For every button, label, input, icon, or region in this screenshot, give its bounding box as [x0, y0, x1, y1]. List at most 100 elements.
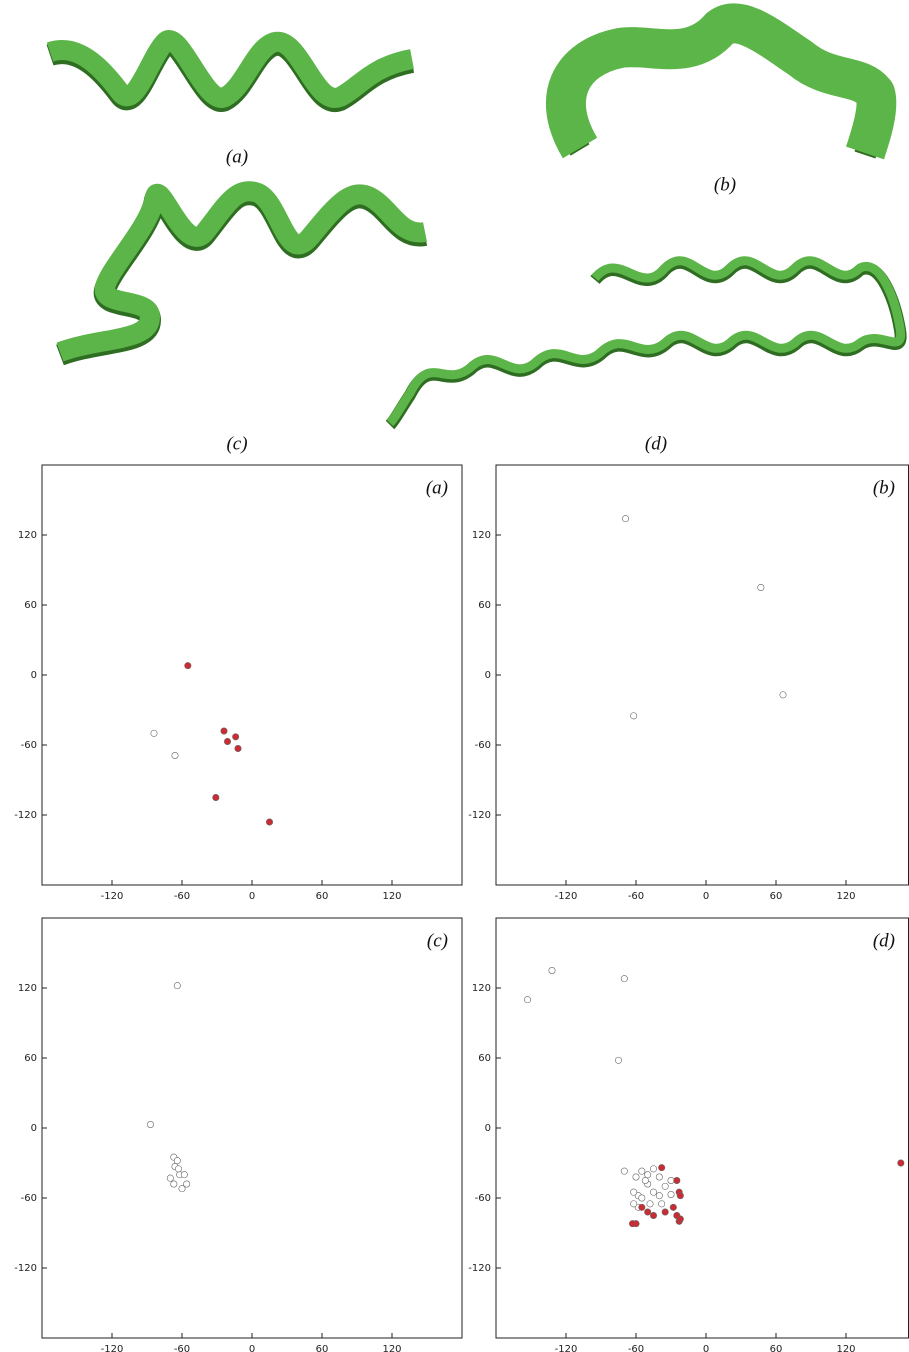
x-tick-label: 120 [836, 891, 855, 902]
point [523, 996, 531, 1004]
point [621, 515, 629, 523]
y-tick-label: 60 [478, 600, 491, 611]
point [147, 1121, 155, 1129]
ramachandran-plot: -120 -60 0 60 120 -120 -60 0 60 120 (c) [12, 917, 463, 1352]
y-tick-label: 0 [31, 1123, 37, 1134]
point [649, 1212, 657, 1220]
helix-b [545, 3, 897, 160]
point [649, 1165, 657, 1173]
x-tick-label: 0 [249, 1344, 255, 1352]
density-background [12, 465, 462, 899]
x-tick-label: 0 [703, 1344, 709, 1352]
structure-label: (b) [714, 174, 736, 195]
point [630, 1188, 638, 1196]
point [638, 1167, 646, 1175]
point [649, 1188, 657, 1196]
y-tick-label: 60 [478, 1053, 491, 1064]
x-tick-label: 120 [836, 1344, 855, 1352]
point [655, 1192, 663, 1200]
point [630, 1200, 638, 1208]
point [667, 1191, 675, 1199]
point [638, 1203, 646, 1211]
x-tick-label: 60 [770, 1344, 783, 1352]
helix-c [56, 181, 428, 366]
y-tick-label: 120 [18, 530, 37, 541]
point [548, 966, 556, 974]
ramachandran-plot: -120 -60 0 60 120 -120 -60 0 60 120 (b) [468, 464, 909, 902]
point [178, 1185, 186, 1193]
point [661, 1182, 669, 1190]
density-background [12, 918, 462, 1352]
y-tick-label: -60 [475, 1193, 491, 1204]
point [638, 1194, 646, 1202]
point [658, 1164, 666, 1172]
y-tick-label: -60 [21, 1193, 37, 1204]
y-tick-label: 0 [485, 1123, 491, 1134]
point [646, 1200, 654, 1208]
point [180, 1171, 188, 1179]
y-tick-label: -60 [21, 740, 37, 751]
y-tick-label: 0 [31, 670, 37, 681]
x-tick-label: 60 [316, 891, 329, 902]
point [644, 1208, 652, 1216]
point [212, 793, 220, 801]
density-background [466, 918, 909, 1352]
point [630, 712, 638, 720]
structure-label: (a) [226, 146, 248, 167]
point [175, 1165, 183, 1173]
point [614, 1056, 622, 1064]
x-tick-label: 0 [249, 891, 255, 902]
x-tick-label: -120 [101, 891, 124, 902]
point [173, 982, 181, 990]
x-tick-label: 60 [770, 891, 783, 902]
panel-label: (b) [873, 477, 895, 498]
point [170, 1180, 178, 1188]
plot-frame [495, 917, 909, 1339]
point [669, 1203, 677, 1211]
point [620, 975, 628, 983]
point [166, 1174, 174, 1182]
x-tick-label: -60 [174, 1344, 190, 1352]
x-tick-label: -120 [555, 891, 578, 902]
x-tick-label: 0 [703, 891, 709, 902]
point [220, 727, 228, 735]
panel-label: (a) [426, 477, 448, 498]
point [673, 1177, 681, 1185]
point [641, 1177, 649, 1185]
y-tick-label: -120 [468, 810, 491, 821]
point [779, 691, 787, 699]
point [183, 1180, 191, 1188]
point [667, 1177, 675, 1185]
helix-a [46, 30, 415, 112]
point [676, 1215, 684, 1223]
x-tick-label: 120 [382, 1344, 401, 1352]
y-tick-label: 60 [24, 1053, 37, 1064]
panel-label: (d) [873, 930, 895, 951]
plot-frame [495, 464, 909, 886]
plot-frame [41, 917, 463, 1339]
point [184, 662, 192, 670]
point [628, 1220, 636, 1228]
point [620, 1167, 628, 1175]
x-tick-label: -120 [555, 1344, 578, 1352]
y-tick-label: -120 [14, 1263, 37, 1274]
point [224, 737, 232, 745]
point [661, 1208, 669, 1216]
x-tick-label: 120 [382, 891, 401, 902]
ramachandran-plot: -120 -60 0 60 120 -120 -60 0 60 120 (a) [12, 464, 463, 902]
point [757, 583, 765, 591]
point [676, 1192, 684, 1200]
x-tick-label: -120 [101, 1344, 124, 1352]
panel-label: (c) [427, 930, 448, 951]
x-tick-label: -60 [628, 891, 644, 902]
ramachandran-plot: -120 -60 0 60 120 -120 -60 0 60 120 (d) [466, 917, 909, 1352]
point [234, 744, 242, 752]
plot-frame [41, 464, 463, 886]
point [632, 1173, 640, 1181]
point [655, 1173, 663, 1181]
point [897, 1159, 905, 1167]
structure-label: (d) [645, 433, 667, 454]
y-tick-label: -60 [475, 740, 491, 751]
y-tick-label: 120 [472, 983, 491, 994]
